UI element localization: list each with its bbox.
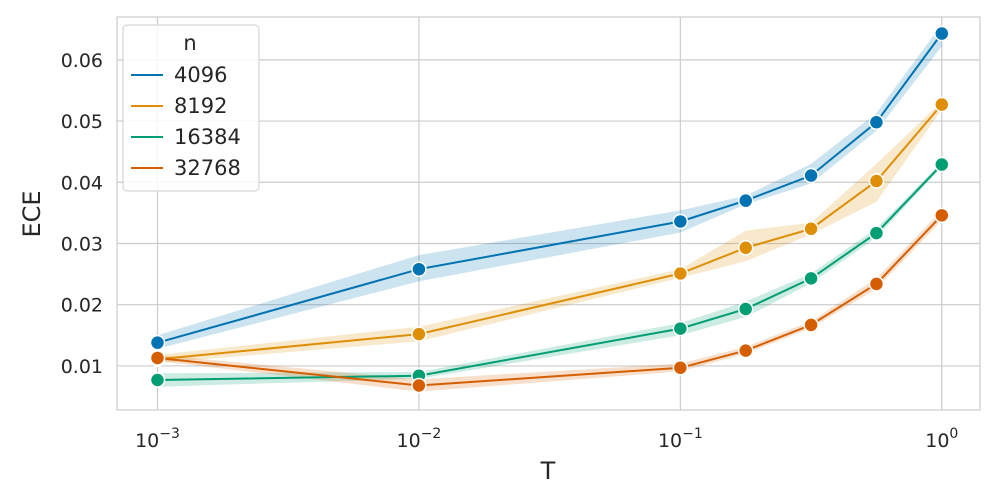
point-4096-6 — [934, 25, 950, 42]
point-4096-3 — [737, 192, 754, 209]
legend: n 4096 8192 16384 32768 — [122, 24, 260, 192]
y-tick-label-1: 0.02 — [61, 295, 103, 317]
y-tick-label-2: 0.03 — [61, 233, 103, 255]
legend-label-8192: 8192 — [174, 94, 227, 118]
point-16384-3 — [737, 301, 754, 317]
point-32768-2 — [672, 360, 689, 376]
y-tick-labels: 0.01 0.02 0.03 0.04 0.05 0.06 — [61, 50, 103, 378]
point-16384-5 — [868, 225, 885, 241]
point-16384-6 — [934, 156, 950, 173]
point-8192-5 — [868, 173, 885, 189]
x-tick-label-3: 100 — [925, 426, 958, 452]
x-tick-label-0: 10−3 — [135, 426, 180, 452]
y-axis-label: ECE — [18, 190, 46, 237]
legend-label-4096: 4096 — [174, 63, 227, 87]
point-16384-2 — [672, 320, 689, 337]
legend-box — [122, 24, 260, 192]
line-4096 — [157, 32, 943, 344]
point-8192-1 — [411, 326, 427, 342]
point-8192-2 — [672, 265, 689, 282]
legend-label-16384: 16384 — [174, 125, 241, 149]
x-tick-label-2: 10−1 — [658, 426, 703, 452]
x-tick-label-1: 10−2 — [397, 426, 442, 452]
legend-label-32768: 32768 — [174, 156, 241, 180]
point-32768-3 — [737, 342, 754, 359]
point-8192-3 — [737, 240, 754, 256]
point-4096-4 — [803, 167, 819, 184]
point-32768-4 — [803, 317, 819, 333]
point-32768-5 — [868, 276, 885, 292]
plot-frame — [116, 16, 981, 411]
point-4096-0 — [149, 334, 166, 351]
y-tick-label-3: 0.04 — [61, 172, 103, 194]
band-8192 — [157, 101, 942, 363]
point-4096-2 — [672, 213, 689, 230]
series-lines — [157, 32, 943, 387]
x-axis-label: T — [540, 457, 556, 485]
point-16384-0 — [149, 372, 166, 388]
point-8192-4 — [803, 221, 819, 237]
point-32768-0 — [149, 350, 166, 366]
point-32768-6 — [934, 207, 950, 224]
y-tick-label-5: 0.06 — [61, 50, 103, 72]
confidence-bands — [157, 24, 942, 392]
y-tick-label-4: 0.05 — [61, 111, 103, 133]
point-32768-1 — [411, 377, 427, 394]
point-4096-1 — [411, 261, 427, 277]
legend-title: n — [183, 31, 196, 55]
legend-items: 4096 8192 16384 32768 — [131, 63, 241, 180]
point-4096-5 — [868, 114, 885, 131]
x-tick-labels: 10−3 10−2 10−1 100 — [135, 426, 958, 452]
line-8192 — [157, 103, 943, 361]
series-points — [149, 25, 950, 394]
point-16384-4 — [803, 270, 819, 287]
point-8192-6 — [934, 96, 950, 113]
y-tick-label-0: 0.01 — [61, 356, 103, 378]
